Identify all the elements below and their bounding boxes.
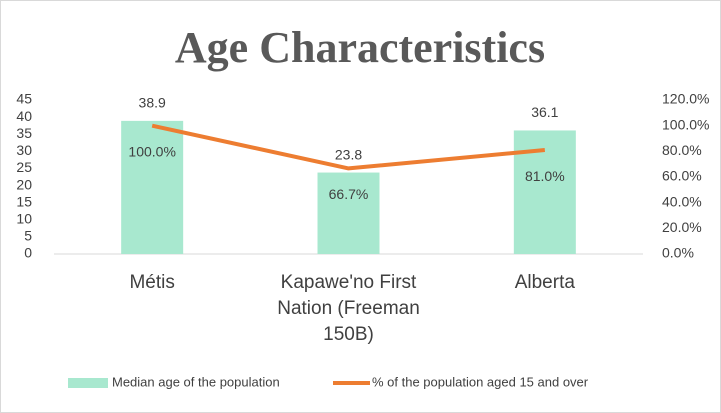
line-value-label: 81.0% — [525, 168, 565, 184]
bar-value-label: 23.8 — [335, 146, 362, 162]
y2-tick-label: 20.0% — [662, 219, 702, 235]
line — [151, 123, 546, 171]
y2-tick-label: 80.0% — [662, 142, 702, 158]
y2-tick-label: 100.0% — [662, 116, 709, 132]
bar-value-label: 36.1 — [531, 104, 558, 120]
y2-tick-label: 60.0% — [662, 168, 702, 184]
y2-tick-label: 40.0% — [662, 193, 702, 209]
y-tick-label: 25 — [16, 159, 32, 175]
y-tick-label: 5 — [24, 228, 32, 244]
line-value-label: 100.0% — [128, 143, 175, 159]
legend-label: % of the population aged 15 and over — [372, 374, 589, 389]
chart-title: Age Characteristics — [175, 23, 545, 72]
y-tick-label: 10 — [16, 210, 32, 226]
y-tick-label: 40 — [16, 108, 32, 124]
bar-value-label: 38.9 — [139, 95, 166, 111]
bar — [121, 120, 184, 255]
x-tick-label: Alberta — [514, 272, 575, 293]
line-value-label: 66.7% — [329, 186, 369, 202]
legend-swatch — [68, 378, 108, 388]
y-tick-label: 35 — [16, 125, 32, 141]
y-tick-label: 45 — [16, 91, 32, 107]
y-tick-label: 30 — [16, 142, 32, 158]
y2-tick-label: 120.0% — [662, 91, 709, 107]
bar — [513, 130, 576, 254]
legend-label: Median age of the population — [112, 374, 280, 389]
y-tick-label: 0 — [24, 245, 32, 261]
bar — [317, 172, 380, 254]
y-tick-label: 20 — [16, 176, 32, 192]
y-tick-label: 15 — [16, 193, 32, 209]
x-tick-label: Kapawe'no First Nation (Freeman 150B) — [277, 272, 420, 345]
y2-tick-label: 0.0% — [662, 245, 694, 261]
x-tick-label: Métis — [129, 272, 175, 293]
